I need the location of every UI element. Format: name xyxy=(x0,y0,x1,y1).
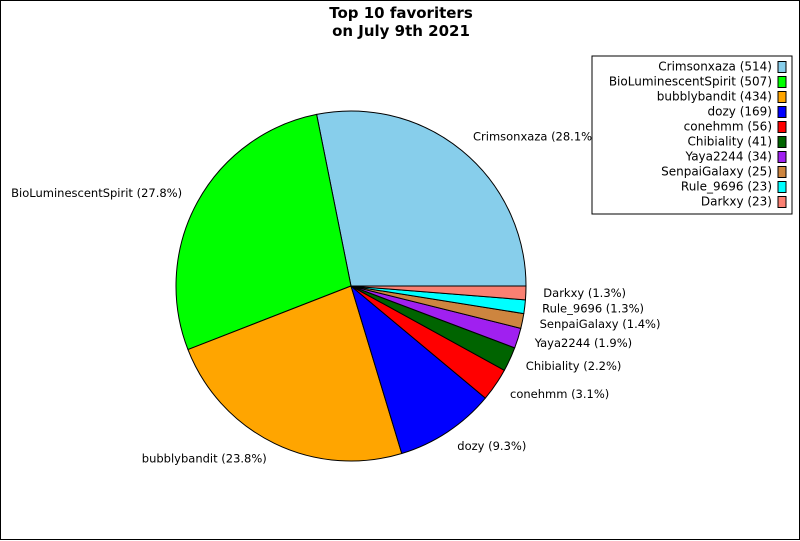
legend-label-bioluminescentspirit: BioLuminescentSpirit (507) xyxy=(609,75,772,89)
pie-slice-bubblybandit xyxy=(187,285,403,462)
pie-slice-bioluminescentspirit xyxy=(175,113,352,351)
slice-labels: Crimsonxaza (28.1%) BioLuminescentSpirit … xyxy=(11,130,660,466)
legend-swatch-darkxy xyxy=(777,196,787,208)
legend-label-darkxy: Darkxy (23) xyxy=(701,195,772,209)
slice-label-rule-9696: Rule_9696 (1.3%) xyxy=(542,301,644,315)
slice-label-bubblybandit: bubblybandit (23.8%) xyxy=(142,452,267,466)
slice-label-senpaigalaxy: SenpaiGalaxy (1.4%) xyxy=(540,317,661,331)
legend-label-crimsonxaza: Crimsonxaza (514) xyxy=(658,60,772,74)
legend-label-chibiality: Chibiality (41) xyxy=(687,135,772,149)
legend-swatch-rule-9696 xyxy=(777,181,787,193)
pie-slice-crimsonxaza xyxy=(316,110,527,287)
pie-slices xyxy=(175,110,527,462)
legend-swatch-yaya2244 xyxy=(777,151,787,163)
legend-label-senpaigalaxy: SenpaiGalaxy (25) xyxy=(661,165,772,179)
slice-label-darkxy: Darkxy (1.3%) xyxy=(543,286,626,300)
legend-box xyxy=(591,55,793,215)
slice-label-conehmm: conehmm (3.1%) xyxy=(510,387,609,401)
legend-swatch-senpaigalaxy xyxy=(777,166,787,178)
legend-swatch-bioluminescentspirit xyxy=(777,76,787,88)
pie-slice-darkxy xyxy=(350,285,527,301)
legend-label-yaya2244: Yaya2244 (34) xyxy=(685,150,772,164)
pie-slice-dozy xyxy=(350,285,486,454)
slice-label-dozy: dozy (9.3%) xyxy=(457,439,526,453)
legend-swatch-chibiality xyxy=(777,136,787,148)
slice-label-bioluminescentspirit: BioLuminescentSpirit (27.8%) xyxy=(11,186,182,200)
chart-title-line-2: on July 9th 2021 xyxy=(332,22,470,40)
chart-title-line-1: Top 10 favoriters xyxy=(329,4,473,22)
legend-swatch-bubblybandit xyxy=(777,91,787,103)
slice-label-crimsonxaza: Crimsonxaza (28.1%) xyxy=(473,130,597,144)
legend-label-dozy: dozy (169) xyxy=(708,105,772,119)
legend-swatch-crimsonxaza xyxy=(777,61,787,73)
slice-label-yaya2244: Yaya2244 (1.9%) xyxy=(534,336,632,350)
legend-swatch-dozy xyxy=(777,106,787,118)
legend-label-bubblybandit: bubblybandit (434) xyxy=(657,90,772,104)
legend: Crimsonxaza (514)BioLuminescentSpirit (5… xyxy=(591,55,793,215)
legend-label-conehmm: conehmm (56) xyxy=(684,120,772,134)
legend-swatch-conehmm xyxy=(777,121,787,133)
legend-label-rule-9696: Rule_9696 (23) xyxy=(681,180,772,194)
slice-label-chibiality: Chibiality (2.2%) xyxy=(526,359,622,373)
